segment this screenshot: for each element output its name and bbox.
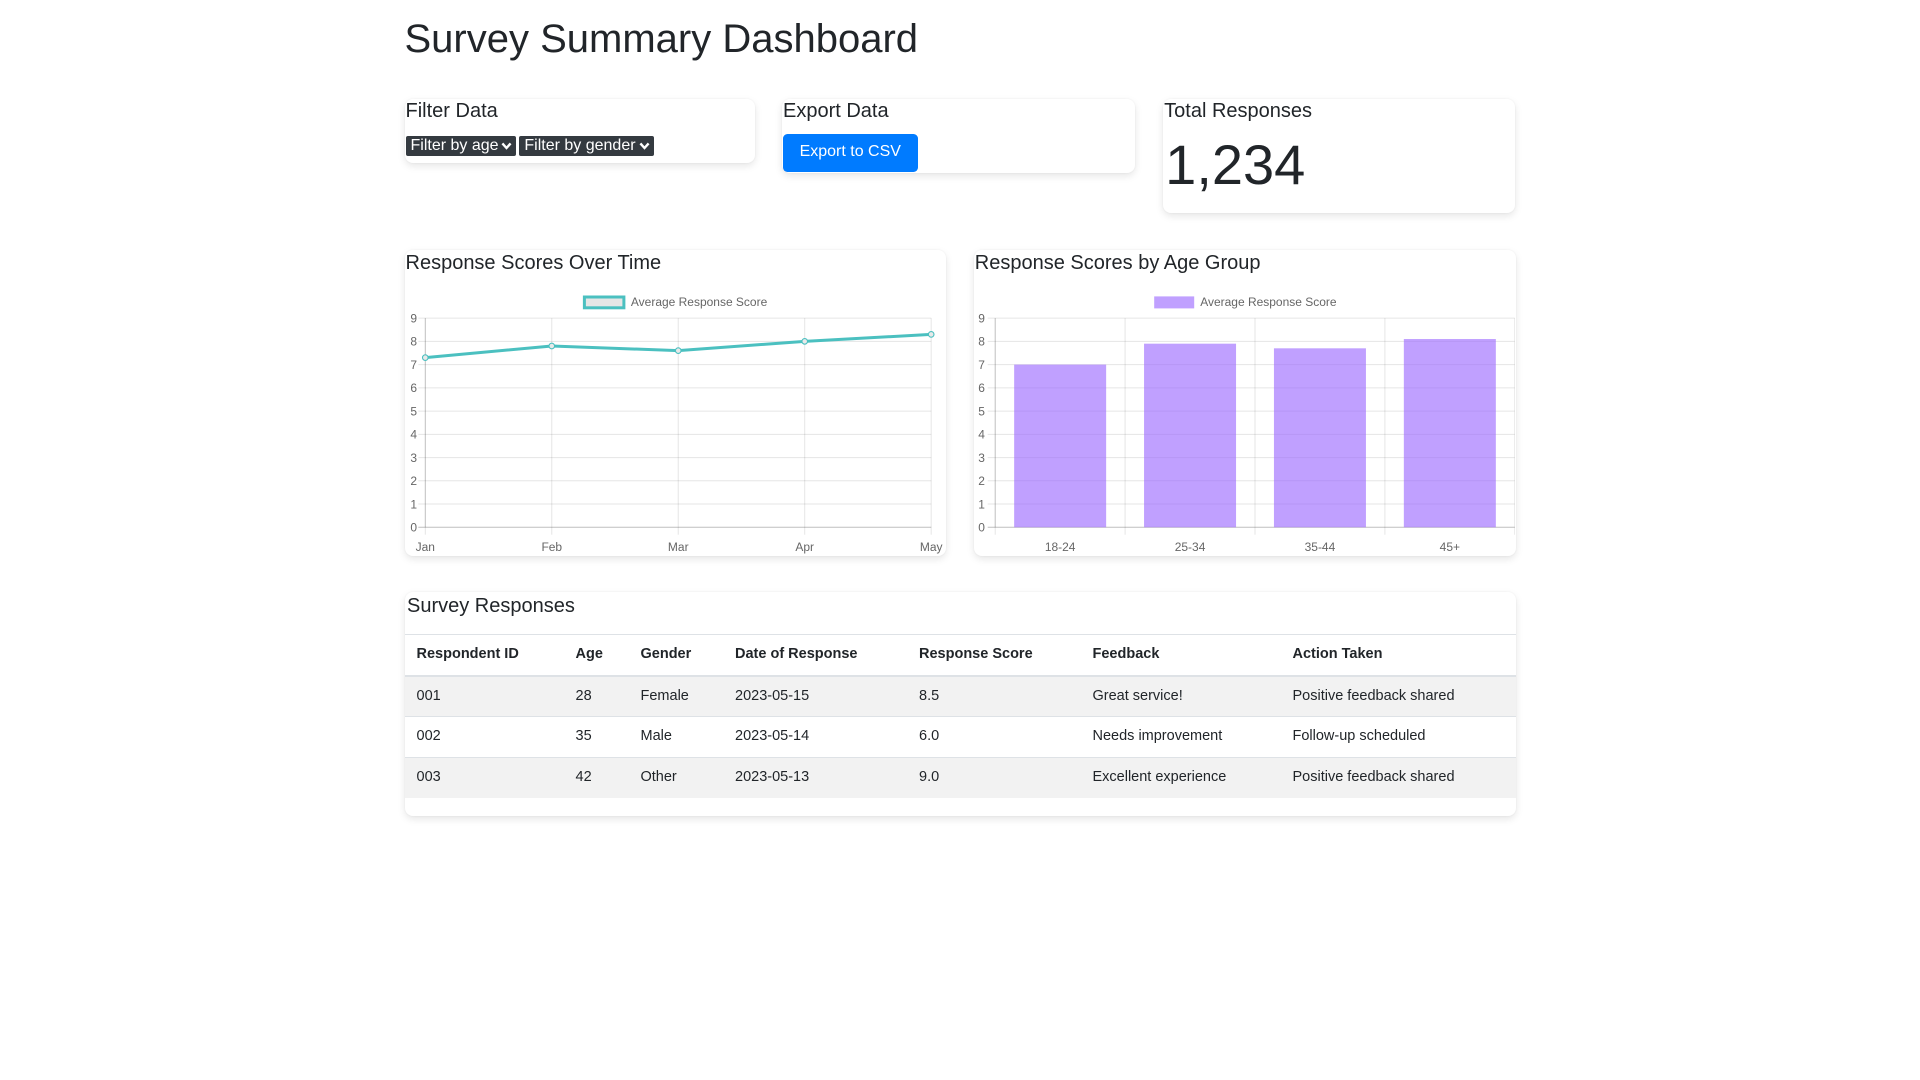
- svg-text:May: May: [919, 540, 942, 554]
- svg-text:8: 8: [978, 335, 985, 349]
- svg-text:6: 6: [978, 381, 985, 395]
- svg-text:1: 1: [410, 497, 417, 511]
- svg-text:8: 8: [410, 335, 417, 349]
- svg-text:45+: 45+: [1439, 540, 1459, 554]
- svg-text:3: 3: [978, 451, 985, 465]
- svg-text:Mar: Mar: [667, 540, 688, 554]
- svg-text:3: 3: [410, 451, 417, 465]
- svg-text:Average Response Score: Average Response Score: [630, 295, 767, 309]
- svg-text:2: 2: [410, 474, 417, 488]
- svg-text:Apr: Apr: [795, 540, 814, 554]
- svg-text:Average Response Score: Average Response Score: [1200, 295, 1337, 309]
- svg-text:7: 7: [410, 358, 417, 372]
- svg-text:Jan: Jan: [415, 540, 434, 554]
- svg-text:2: 2: [978, 474, 985, 488]
- svg-text:7: 7: [978, 358, 985, 372]
- svg-text:18-24: 18-24: [1045, 540, 1076, 554]
- svg-text:5: 5: [978, 404, 985, 418]
- svg-text:Feb: Feb: [541, 540, 562, 554]
- svg-text:35-44: 35-44: [1304, 540, 1335, 554]
- svg-text:9: 9: [410, 311, 417, 325]
- svg-text:5: 5: [410, 404, 417, 418]
- svg-text:1: 1: [978, 497, 985, 511]
- svg-text:25-34: 25-34: [1175, 540, 1206, 554]
- svg-text:9: 9: [978, 311, 985, 325]
- svg-text:0: 0: [410, 520, 417, 534]
- svg-text:4: 4: [410, 428, 417, 442]
- svg-text:4: 4: [978, 428, 985, 442]
- svg-text:0: 0: [978, 520, 985, 534]
- svg-text:6: 6: [410, 381, 417, 395]
